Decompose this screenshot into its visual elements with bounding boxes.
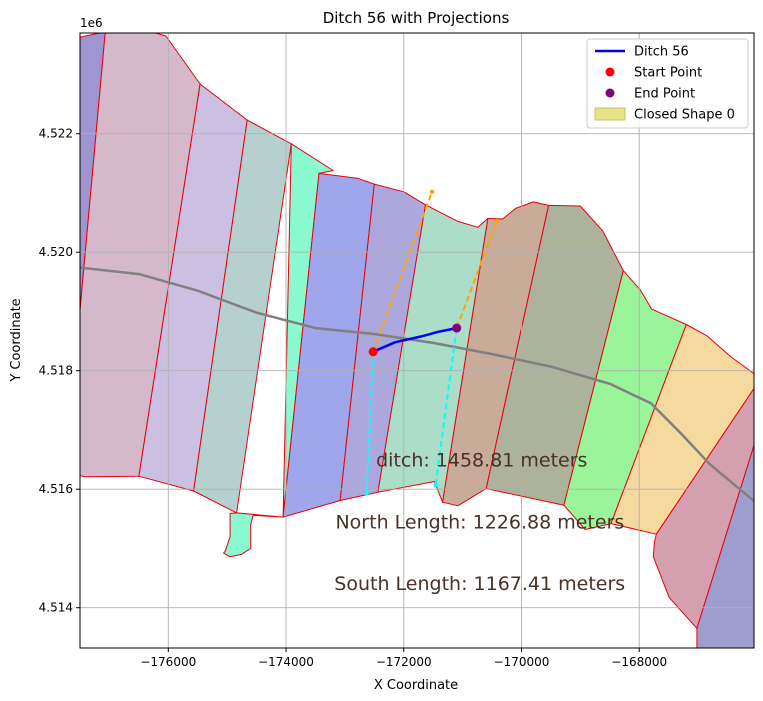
plot-frame <box>79 32 755 649</box>
annotation-2: South Length: 1167.41 meters <box>334 573 625 595</box>
ditch-line <box>371 326 458 354</box>
south-projection-1 <box>434 327 458 486</box>
y-axis-ticks: 4.514 4.516 4.518 4.520 4.522 <box>39 127 80 615</box>
legend: Ditch 56 Start Point End Point Closed Shape… <box>586 38 749 129</box>
y-offset-label: 1e6 <box>80 16 103 30</box>
centerline <box>80 266 754 503</box>
x-axis-label: X Coordinate <box>374 678 458 693</box>
y-axis-label: Y Coordinate <box>9 298 24 382</box>
points-layer <box>368 323 462 357</box>
south-projection-end-1 <box>433 482 438 488</box>
x-tick-label-1: −174000 <box>258 655 314 669</box>
south-projection-0 <box>365 351 375 494</box>
strips-layer <box>80 33 754 648</box>
legend-box <box>586 38 749 129</box>
projection-layer <box>364 189 499 496</box>
legend-marker-1 <box>605 67 615 77</box>
legend-label-1: Start Point <box>634 66 702 81</box>
north-projection-end-0 <box>429 189 435 194</box>
x-tick-label-4: −168000 <box>611 655 667 669</box>
y-tick-label-2: 4.518 <box>39 364 73 378</box>
legend-label-0: Ditch 56 <box>634 45 689 60</box>
start-point <box>368 347 378 357</box>
end-point <box>452 323 462 333</box>
legend-label-3: Closed Shape 0 <box>634 108 735 123</box>
ditch-layer <box>371 326 458 354</box>
centerline-layer <box>80 266 754 503</box>
legend-marker-3 <box>594 107 626 121</box>
grid-layer <box>80 33 754 648</box>
x-tick-label-2: −172000 <box>376 655 432 669</box>
y-tick-label-0: 4.514 <box>39 601 73 615</box>
y-tick-label-1: 4.516 <box>39 482 73 496</box>
legend-label-2: End Point <box>634 87 695 102</box>
y-tick-label-4: 4.522 <box>39 127 73 141</box>
annotation-layer: ditch: 1458.81 meters North Length: 1226.… <box>334 450 625 595</box>
north-projection-end-1 <box>494 219 499 224</box>
projection-zone-13 <box>696 444 754 648</box>
x-axis-ticks: −176000 −174000 −172000 −170000 −168000 <box>140 648 667 669</box>
chart-title: Ditch 56 with Projections <box>323 9 510 27</box>
projection-zone-11 <box>610 324 754 535</box>
plot-area <box>80 33 754 648</box>
y-tick-label-3: 4.520 <box>39 245 73 259</box>
annotation-0: ditch: 1458.81 meters <box>376 450 587 472</box>
legend-marker-2 <box>605 88 615 98</box>
annotation-1: North Length: 1226.88 meters <box>335 511 624 533</box>
x-tick-label-0: −176000 <box>140 655 196 669</box>
x-tick-label-3: −170000 <box>494 655 550 669</box>
south-projection-end-0 <box>364 491 369 496</box>
